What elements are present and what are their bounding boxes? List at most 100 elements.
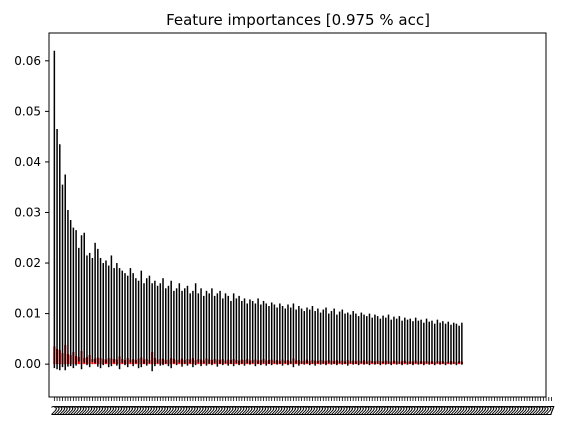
x-tick-label: 2 [401,404,409,418]
x-tick-label: 2 [463,404,471,418]
x-tick-label: 2 [537,404,545,418]
x-tick-label: 2 [91,404,99,418]
x-tick-label: 2 [330,404,338,418]
x-tick-label: 2 [83,404,91,418]
x-tick-label: 2 [499,404,507,418]
x-tick-label: 2 [205,404,213,418]
x-tick-label: 2 [214,404,222,418]
chart-title: Feature importances [0.975 % acc] [166,11,430,29]
x-tick-label: 2 [227,404,235,418]
x-tick-label: 2 [137,404,145,418]
x-tick-label: 2 [298,404,306,418]
x-tick-label: 2 [184,404,192,418]
x-tick-label: 2 [271,404,279,418]
x-tick-label: 2 [439,404,447,418]
x-tick-label: 2 [243,404,251,418]
x-tick-label: 2 [325,404,333,418]
x-tick-label: 2 [121,404,129,418]
x-tick-label: 2 [436,404,444,418]
x-tick-label: 2 [143,404,151,418]
x-tick-label: 2 [113,404,121,418]
y-axis: 0.00 0.01 0.02 0.03 0.04 0.05 0.06 [14,54,49,371]
x-tick-label: 2 [56,404,64,418]
y-tick-label: 0.05 [14,104,41,118]
x-tick-label: 2 [447,404,455,418]
x-tick-label: 2 [461,404,469,418]
x-tick-label: 2 [363,404,371,418]
x-tick-label: 2 [140,404,148,418]
x-tick-label: 2 [295,404,303,418]
x-tick-label: 2 [404,404,412,418]
x-tick-label: 2 [347,404,355,418]
x-tick-label: 2 [94,404,102,418]
x-tick-label: 2 [241,404,249,418]
x-tick-label: 2 [216,404,224,418]
x-axis: 2222222222222222222222222222222222222222… [51,397,555,418]
x-tick-label: 2 [458,404,466,418]
x-tick-label: 2 [89,404,97,418]
x-tick-label: 2 [319,404,327,418]
x-tick-label: 2 [493,404,501,418]
x-tick-label: 2 [472,404,480,418]
x-tick-label: 2 [281,404,289,418]
x-tick-label: 2 [542,404,550,418]
x-tick-label: 2 [86,404,94,418]
x-tick-label: 2 [151,404,159,418]
x-tick-label: 2 [317,404,325,418]
x-tick-label: 2 [203,404,211,418]
x-tick-label: 2 [165,404,173,418]
x-tick-label: 2 [510,404,518,418]
x-tick-label: 2 [396,404,404,418]
x-tick-label: 2 [132,404,140,418]
x-tick-label: 2 [491,404,499,418]
x-tick-label: 2 [246,404,254,418]
x-tick-label: 2 [523,404,531,418]
x-tick-label: 2 [146,404,154,418]
x-tick-label: 2 [406,404,414,418]
x-tick-label: 2 [290,404,298,418]
y-tick-label: 0.00 [14,357,41,371]
x-tick-label: 2 [200,404,208,418]
x-tick-label: 2 [230,404,238,418]
x-tick-label: 2 [176,404,184,418]
x-tick-label: 2 [51,404,59,418]
x-tick-label: 2 [116,404,124,418]
x-tick-label: 2 [444,404,452,418]
x-tick-label: 2 [352,404,360,418]
x-tick-label: 2 [105,404,113,418]
x-tick-label: 2 [80,404,88,418]
x-tick-label: 2 [208,404,216,418]
x-tick-label: 2 [387,404,395,418]
x-tick-label: 2 [181,404,189,418]
x-tick-label: 2 [442,404,450,418]
x-tick-label: 2 [260,404,268,418]
x-tick-label: 2 [420,404,428,418]
axes-frame [48,32,547,398]
x-tick-label: 2 [67,404,75,418]
x-tick-label: 2 [526,404,534,418]
x-tick-label: 2 [110,404,118,418]
x-tick-label: 2 [99,404,107,418]
x-tick-label: 2 [349,404,357,418]
x-tick-label: 2 [252,404,260,418]
y-tick-label: 0.03 [14,205,41,219]
x-tick-label: 2 [273,404,281,418]
x-tick-label: 2 [189,404,197,418]
x-tick-label: 2 [257,404,265,418]
x-tick-label: 2 [390,404,398,418]
x-tick-label: 2 [197,404,205,418]
x-tick-label: 2 [135,404,143,418]
x-tick-label: 2 [339,404,347,418]
x-tick-label: 2 [300,404,308,418]
x-tick-label: 2 [469,404,477,418]
x-tick-label: 2 [265,404,273,418]
x-tick-label: 2 [333,404,341,418]
x-tick-label: 2 [529,404,537,418]
x-tick-label: 2 [423,404,431,418]
x-tick-label: 2 [219,404,227,418]
x-tick-label: 2 [515,404,523,418]
x-tick-label: 2 [374,404,382,418]
x-tick-label: 2 [235,404,243,418]
x-tick-label: 2 [159,404,167,418]
